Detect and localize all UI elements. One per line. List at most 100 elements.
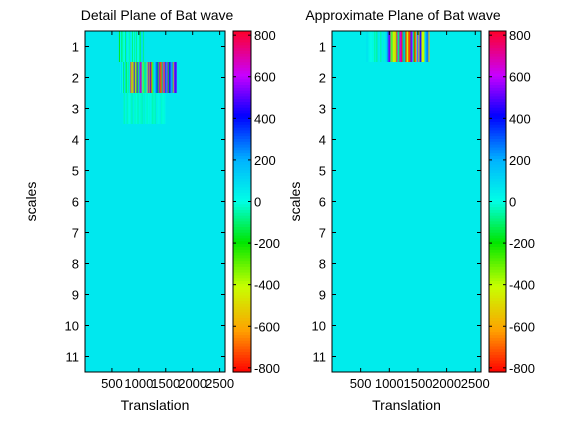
colorbar-band xyxy=(489,300,506,305)
colorbar-band xyxy=(233,190,251,194)
colorbar-band xyxy=(233,286,251,291)
colorbar-band xyxy=(233,300,251,305)
heatmap-cell xyxy=(132,62,134,93)
heatmap-cell xyxy=(135,62,137,93)
heatmap-cell xyxy=(139,62,141,93)
colorbar-band xyxy=(233,272,251,276)
colorbar-band xyxy=(489,39,506,43)
colorbar-band xyxy=(489,269,506,274)
heatmap-cell xyxy=(404,31,406,62)
heatmap-cell xyxy=(135,93,137,124)
colorbar-band xyxy=(233,153,251,157)
colorbar-band xyxy=(489,354,506,359)
heatmap-cell xyxy=(120,31,122,62)
colorbar-band xyxy=(233,62,251,66)
colorbar-band xyxy=(233,332,251,336)
colorbar-band xyxy=(489,244,506,248)
colorbar-band xyxy=(489,175,506,180)
colorbar-band xyxy=(233,221,251,225)
colorbar-band xyxy=(233,349,251,353)
heatmap-cell xyxy=(388,31,390,62)
heatmap-cell xyxy=(130,31,132,62)
colorbar-band xyxy=(489,187,506,191)
heatmap-cell xyxy=(383,31,385,62)
colorbar-band xyxy=(233,33,251,38)
colorbar-band xyxy=(233,150,251,154)
colorbar-band xyxy=(233,39,251,43)
heatmap-cell xyxy=(152,62,154,93)
heatmap-cell xyxy=(422,31,424,62)
heatmap-cell xyxy=(143,62,145,93)
heatmap-cell xyxy=(415,31,417,62)
heatmap-cell xyxy=(139,93,141,124)
heatmap-cell xyxy=(132,93,134,124)
colorbar-band xyxy=(489,127,506,132)
colorbar-band xyxy=(233,323,251,328)
colorbar-band xyxy=(233,48,251,52)
heatmap-cell xyxy=(377,31,379,62)
colorbar-band xyxy=(233,167,251,171)
heatmap-cell xyxy=(156,93,158,124)
colorbar-band xyxy=(489,150,506,154)
heatmap-cell xyxy=(126,62,128,93)
colorbar-band xyxy=(489,320,506,325)
heatmap-cell xyxy=(143,31,145,62)
colorbar-tick-label: 200 xyxy=(509,153,531,168)
colorbar-band xyxy=(489,360,506,365)
heatmap-cell xyxy=(173,62,175,93)
colorbar-band xyxy=(233,93,251,97)
heatmap-cell xyxy=(121,31,123,62)
colorbar: -800 -600 -400 -200 0 200 400 600 800 xyxy=(232,28,280,376)
colorbar-band xyxy=(233,360,251,365)
heatmap-cell xyxy=(129,31,131,62)
colorbar-tick-label: 800 xyxy=(509,28,531,43)
heatmap-cell xyxy=(384,31,386,62)
heatmap-cell xyxy=(150,62,152,93)
heatmap-cell xyxy=(163,62,165,93)
heatmap-cell xyxy=(166,62,168,93)
heatmap-cell xyxy=(153,62,155,93)
heatmap-cell xyxy=(420,31,422,62)
colorbar-band xyxy=(233,281,251,285)
colorbar-band xyxy=(233,36,251,41)
colorbar-band xyxy=(233,116,251,120)
colorbar-band xyxy=(489,93,506,97)
heatmap-cell xyxy=(135,31,137,62)
colorbar-band xyxy=(233,170,251,174)
y-tick-label: 8 xyxy=(72,257,79,272)
heatmap-cell xyxy=(414,31,416,62)
x-tick-label: 1500 xyxy=(151,376,180,391)
colorbar-band xyxy=(489,275,506,279)
colorbar-band xyxy=(233,326,251,330)
heatmap-cell xyxy=(402,31,404,62)
heatmap-region-scale-2 xyxy=(120,62,131,93)
colorbar-band xyxy=(489,121,506,126)
heatmap-cell xyxy=(138,31,140,62)
heatmap-cell xyxy=(381,31,383,62)
colorbar-band xyxy=(489,289,506,294)
heatmap-cell xyxy=(141,31,143,62)
x-axis-label: Translation xyxy=(121,397,190,413)
colorbar-band xyxy=(233,161,251,166)
colorbar-band xyxy=(489,315,506,319)
heatmap-cell xyxy=(391,31,393,62)
colorbar-tick-label: -200 xyxy=(254,236,280,251)
heatmap-cell xyxy=(126,31,128,62)
y-tick-label: 6 xyxy=(319,195,326,210)
x-tick-label: 1500 xyxy=(404,376,433,391)
colorbar-band xyxy=(233,121,251,126)
heatmap-cell xyxy=(126,93,128,124)
heatmap-cell xyxy=(134,93,136,124)
y-tick-label: 1 xyxy=(72,40,79,55)
colorbar-band xyxy=(489,215,506,220)
heatmap-cell xyxy=(158,62,160,93)
heatmap-cell xyxy=(369,31,371,62)
heatmap-cell xyxy=(124,93,126,124)
colorbar-band xyxy=(489,45,506,49)
colorbar-band xyxy=(489,246,506,251)
heatmap-cell xyxy=(373,31,375,62)
colorbar-band xyxy=(489,67,506,72)
y-tick-label: 6 xyxy=(72,195,79,210)
colorbar-band xyxy=(233,269,251,274)
x-tick-label: 2000 xyxy=(432,376,461,391)
